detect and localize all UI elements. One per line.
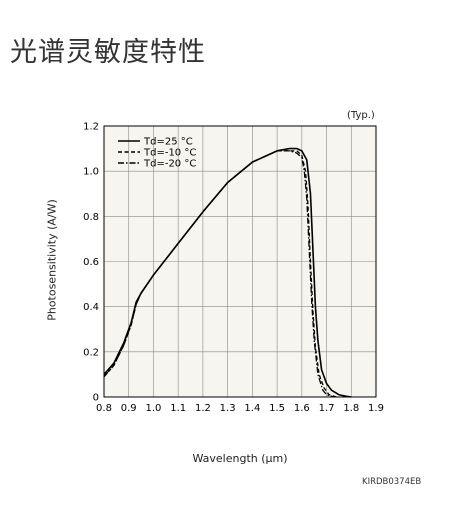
page-title: 光谱灵敏度特性: [10, 37, 206, 68]
x-tick-label: 1.0: [146, 403, 162, 414]
x-tick-label: 0.9: [121, 403, 137, 414]
x-tick-labels: 0.8 0.9 1.0 1.1 1.2 1.3 1.4 1.5 1.6 1.7 1.8 1.9: [96, 403, 384, 414]
series-line-0: [103, 147, 352, 398]
x-tick-label: 1.9: [368, 403, 384, 414]
y-tick-labels: 0 0.2 0.4 0.6 0.8 1.0 1.2: [83, 122, 99, 404]
legend: Td=25 °CTd=-10 °CTd=-20 °C: [118, 137, 196, 170]
series-group: [103, 147, 352, 398]
plot-frame: [103, 125, 377, 398]
series-line-1: [103, 150, 337, 398]
typical-note: (Typ.): [347, 110, 375, 121]
x-tick-label: 1.7: [319, 403, 335, 414]
y-tick-label: 1.2: [83, 122, 99, 133]
x-tick-label: 1.5: [269, 403, 285, 414]
x-axis-label: Wavelength (µm): [192, 452, 288, 465]
x-tick-label: 1.8: [343, 403, 359, 414]
legend-label: Td=-10 °C: [143, 148, 196, 159]
y-tick-label: 0.4: [83, 302, 99, 313]
y-tick-label: 1.0: [83, 167, 99, 178]
y-tick-label: 0.8: [83, 212, 99, 223]
y-tick-label: 0: [93, 393, 99, 404]
x-tick-label: 1.2: [195, 403, 211, 414]
legend-label: Td=-20 °C: [143, 159, 196, 170]
y-tick-label: 0.2: [83, 347, 99, 358]
y-axis-label: Photosensitivity (A/W): [45, 199, 59, 321]
x-tick-label: 1.1: [170, 403, 186, 414]
y-tick-label: 0.6: [83, 257, 99, 268]
x-tick-label: 1.4: [244, 403, 260, 414]
x-tick-label: 1.3: [220, 403, 236, 414]
x-tick-label: 0.8: [96, 403, 112, 414]
legend-label: Td=25 °C: [143, 137, 193, 148]
figure-code: KIRDB0374EB: [362, 477, 422, 487]
x-tick-label: 1.6: [294, 403, 310, 414]
